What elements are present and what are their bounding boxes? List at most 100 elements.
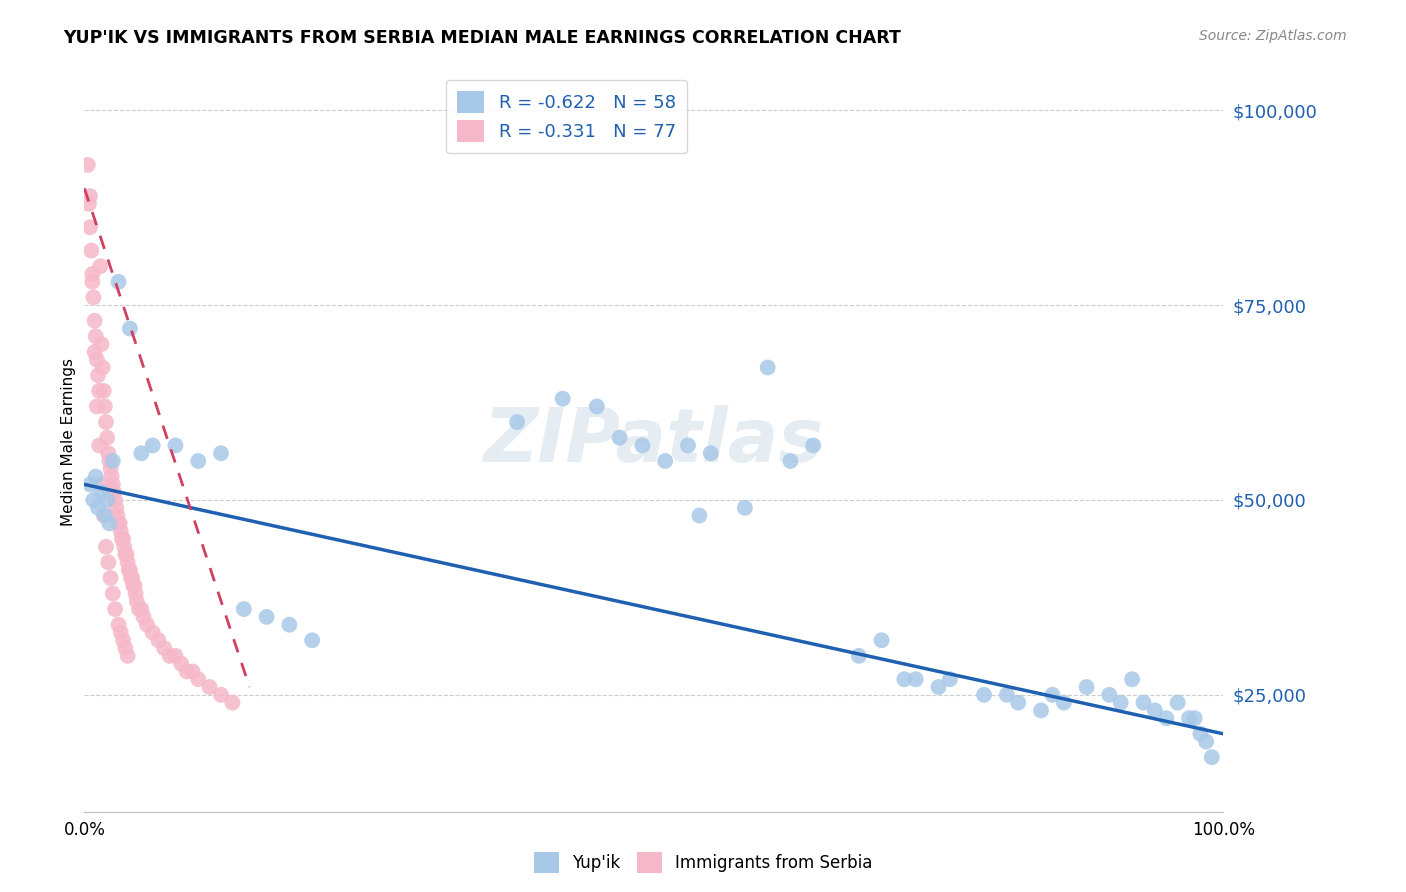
Point — [118, 563, 141, 577]
Point — [89, 384, 111, 398]
Point — [153, 641, 176, 656]
Point — [100, 571, 122, 585]
Legend: R = -0.622   N = 58, R = -0.331   N = 77: R = -0.622 N = 58, R = -0.331 N = 77 — [447, 80, 686, 153]
Point — [176, 665, 198, 679]
Point — [165, 648, 187, 663]
Point — [87, 500, 110, 515]
Point — [122, 579, 145, 593]
Point — [112, 633, 135, 648]
Point — [79, 477, 101, 491]
Point — [80, 244, 103, 258]
Point — [159, 648, 181, 663]
Point — [221, 696, 243, 710]
Point — [101, 454, 124, 468]
Point — [82, 267, 104, 281]
Point — [654, 454, 676, 468]
Point — [104, 602, 127, 616]
Point — [1143, 703, 1166, 717]
Point — [142, 438, 165, 452]
Point — [848, 648, 870, 663]
Point — [118, 563, 141, 577]
Point — [131, 446, 153, 460]
Point — [96, 431, 118, 445]
Point — [96, 493, 118, 508]
Point — [89, 259, 111, 273]
Point — [77, 197, 100, 211]
Point — [756, 360, 779, 375]
Point — [90, 485, 112, 500]
Point — [939, 672, 962, 686]
Point — [1042, 688, 1064, 702]
Point — [87, 368, 110, 383]
Point — [1121, 672, 1143, 686]
Point — [1053, 696, 1076, 710]
Point — [114, 548, 136, 562]
Point — [1007, 696, 1029, 710]
Point — [84, 469, 107, 483]
Point — [98, 516, 121, 531]
Point — [97, 555, 120, 569]
Point — [124, 586, 146, 600]
Point — [114, 641, 136, 656]
Point — [100, 469, 122, 483]
Point — [779, 454, 801, 468]
Point — [107, 617, 129, 632]
Point — [256, 610, 278, 624]
Point — [118, 321, 141, 335]
Point — [1098, 688, 1121, 702]
Point — [170, 657, 193, 671]
Point — [86, 352, 108, 367]
Point — [1189, 727, 1212, 741]
Text: ZIPatlas: ZIPatlas — [484, 405, 824, 478]
Point — [1201, 750, 1223, 764]
Point — [84, 329, 107, 343]
Point — [209, 446, 232, 460]
Point — [995, 688, 1018, 702]
Point — [609, 431, 631, 445]
Point — [928, 680, 950, 694]
Point — [870, 633, 893, 648]
Point — [105, 500, 128, 515]
Point — [301, 633, 323, 648]
Text: YUP'IK VS IMMIGRANTS FROM SERBIA MEDIAN MALE EARNINGS CORRELATION CHART: YUP'IK VS IMMIGRANTS FROM SERBIA MEDIAN … — [63, 29, 901, 46]
Legend: Yup'ik, Immigrants from Serbia: Yup'ik, Immigrants from Serbia — [527, 846, 879, 880]
Point — [91, 360, 114, 375]
Point — [121, 571, 143, 585]
Point — [1178, 711, 1201, 725]
Point — [105, 508, 128, 523]
Point — [1184, 711, 1206, 725]
Point — [551, 392, 574, 406]
Point — [128, 602, 150, 616]
Point — [94, 540, 117, 554]
Point — [100, 462, 122, 476]
Point — [94, 415, 117, 429]
Point — [132, 610, 155, 624]
Point — [209, 688, 232, 702]
Point — [79, 189, 101, 203]
Point — [101, 586, 124, 600]
Point — [142, 625, 165, 640]
Point — [1029, 703, 1052, 717]
Point — [181, 665, 204, 679]
Point — [90, 477, 112, 491]
Point — [94, 508, 117, 523]
Point — [107, 275, 129, 289]
Point — [1132, 696, 1154, 710]
Point — [98, 454, 121, 468]
Point — [79, 220, 101, 235]
Point — [124, 579, 146, 593]
Point — [973, 688, 995, 702]
Point — [82, 493, 104, 508]
Point — [1195, 734, 1218, 748]
Point — [125, 594, 148, 608]
Point — [1156, 711, 1178, 725]
Point — [586, 400, 609, 414]
Point — [801, 438, 824, 452]
Point — [131, 602, 153, 616]
Point — [89, 438, 111, 452]
Point — [83, 345, 105, 359]
Text: Source: ZipAtlas.com: Source: ZipAtlas.com — [1199, 29, 1347, 43]
Point — [506, 415, 529, 429]
Point — [232, 602, 254, 616]
Point — [136, 617, 159, 632]
